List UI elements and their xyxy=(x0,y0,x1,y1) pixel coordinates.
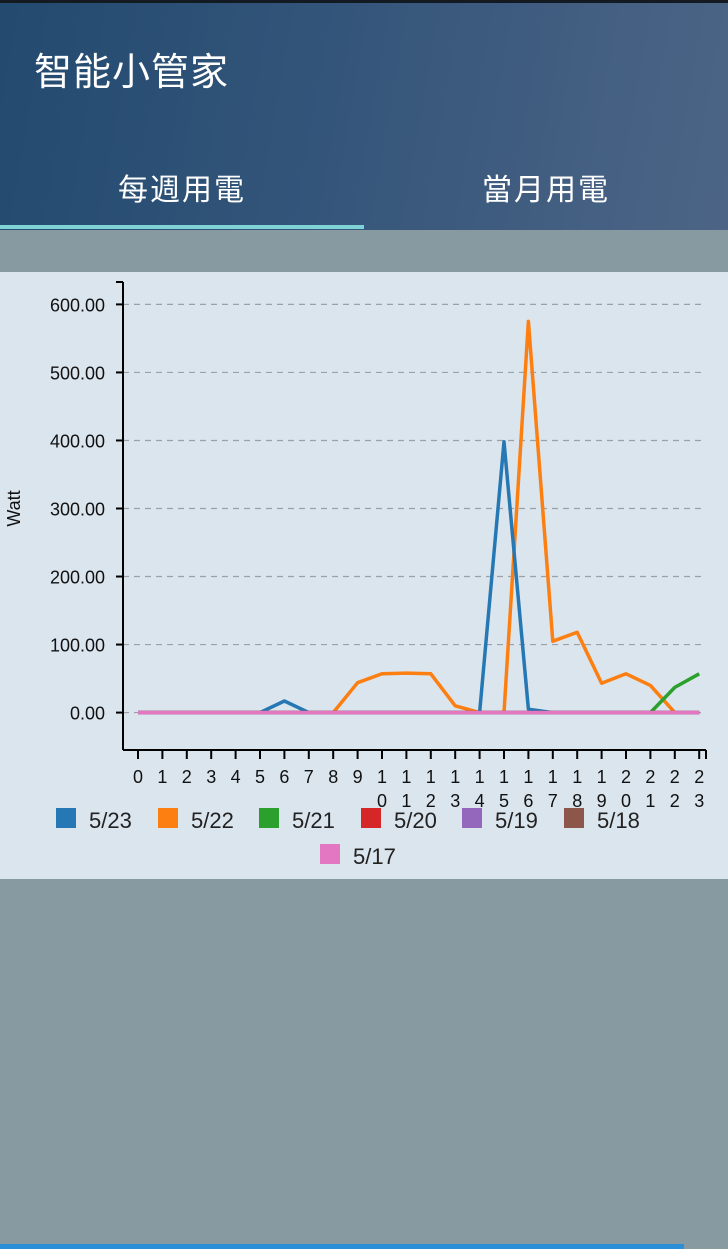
x-tick-label: 1 xyxy=(548,767,558,787)
app-title: 智能小管家 xyxy=(34,50,230,94)
x-tick-label: 1 xyxy=(523,767,533,787)
legend-label: 5/19 xyxy=(495,808,538,833)
chart-card: 0.00 100.00 200.00 300.00 400.00 500.00 600.00… xyxy=(0,272,728,879)
x-tick-label: 8 xyxy=(328,767,338,787)
y-tick-label: 400.00 xyxy=(50,431,105,451)
tab-monthly-usage[interactable]: 當月用電 xyxy=(482,172,610,208)
legend-swatch xyxy=(564,808,584,828)
x-tick-label: 8 xyxy=(572,791,582,811)
legend-swatch xyxy=(462,808,482,828)
x-tick-label: 2 xyxy=(694,767,704,787)
tab-bar: 每週用電 當月用電 xyxy=(0,143,728,230)
x-tick-label: 1 xyxy=(475,767,485,787)
x-tick-label: 6 xyxy=(279,767,289,787)
x-tick-label: 1 xyxy=(401,791,411,811)
power-usage-line-chart: 0.00 100.00 200.00 300.00 400.00 500.00 600.00… xyxy=(4,281,707,869)
x-tick-label: 2 xyxy=(645,767,655,787)
x-tick-label: 1 xyxy=(572,767,582,787)
x-tick-label: 1 xyxy=(645,791,655,811)
legend-swatch xyxy=(259,808,279,828)
legend-swatch xyxy=(158,808,178,828)
bottom-progress-bar xyxy=(0,1244,684,1249)
x-tick-label: 1 xyxy=(401,767,411,787)
y-tick-label: 200.00 xyxy=(50,568,105,588)
x-tick-label: 1 xyxy=(499,767,509,787)
legend-swatch xyxy=(320,844,340,864)
x-tick-label: 1 xyxy=(426,767,436,787)
x-tick-label: 0 xyxy=(133,767,143,787)
legend-label: 5/17 xyxy=(353,844,396,869)
status-bar xyxy=(0,0,728,3)
x-tick-label: 5 xyxy=(499,791,509,811)
x-tick-label: 2 xyxy=(670,791,680,811)
x-tick-label: 1 xyxy=(450,767,460,787)
x-tick-label: 2 xyxy=(670,767,680,787)
x-tick-label: 2 xyxy=(621,767,631,787)
x-tick-label: 2 xyxy=(426,791,436,811)
y-tick-label: 500.00 xyxy=(50,363,105,383)
x-tick-label: 3 xyxy=(694,791,704,811)
tab-selected-indicator xyxy=(0,225,364,229)
x-tick-label: 0 xyxy=(621,791,631,811)
x-tick-label: 1 xyxy=(377,767,387,787)
y-tick-label: 600.00 xyxy=(50,295,105,315)
legend-label: 5/21 xyxy=(292,808,335,833)
x-tick-label: 2 xyxy=(182,767,192,787)
x-tick-label: 0 xyxy=(377,791,387,811)
x-tick-label: 4 xyxy=(231,767,241,787)
y-tick-label: 100.00 xyxy=(50,636,105,656)
x-tick-label: 1 xyxy=(597,767,607,787)
series-line-5-22 xyxy=(138,319,677,715)
x-tick-label: 3 xyxy=(450,791,460,811)
x-tick-label: 7 xyxy=(548,791,558,811)
legend-label: 5/22 xyxy=(191,808,234,833)
x-tick-label: 6 xyxy=(523,791,533,811)
x-tick-label: 9 xyxy=(597,791,607,811)
legend-label: 5/20 xyxy=(394,808,437,833)
y-tick-label: 0.00 xyxy=(70,704,105,724)
y-tick-label: 300.00 xyxy=(50,499,105,519)
y-axis-label: Watt xyxy=(4,490,24,526)
tab-weekly-usage[interactable]: 每週用電 xyxy=(118,172,246,208)
legend-swatch xyxy=(361,808,381,828)
legend-label: 5/23 xyxy=(89,808,132,833)
spacer xyxy=(0,230,728,272)
legend-label: 5/18 xyxy=(597,808,640,833)
x-tick-label: 7 xyxy=(304,767,314,787)
app-header: 智能小管家 每週用電 當月用電 xyxy=(0,3,728,230)
x-tick-label: 9 xyxy=(353,767,363,787)
x-tick-label: 1 xyxy=(157,767,167,787)
x-tick-label: 3 xyxy=(206,767,216,787)
x-tick-label: 5 xyxy=(255,767,265,787)
x-tick-label: 4 xyxy=(475,791,485,811)
legend-swatch xyxy=(56,808,76,828)
